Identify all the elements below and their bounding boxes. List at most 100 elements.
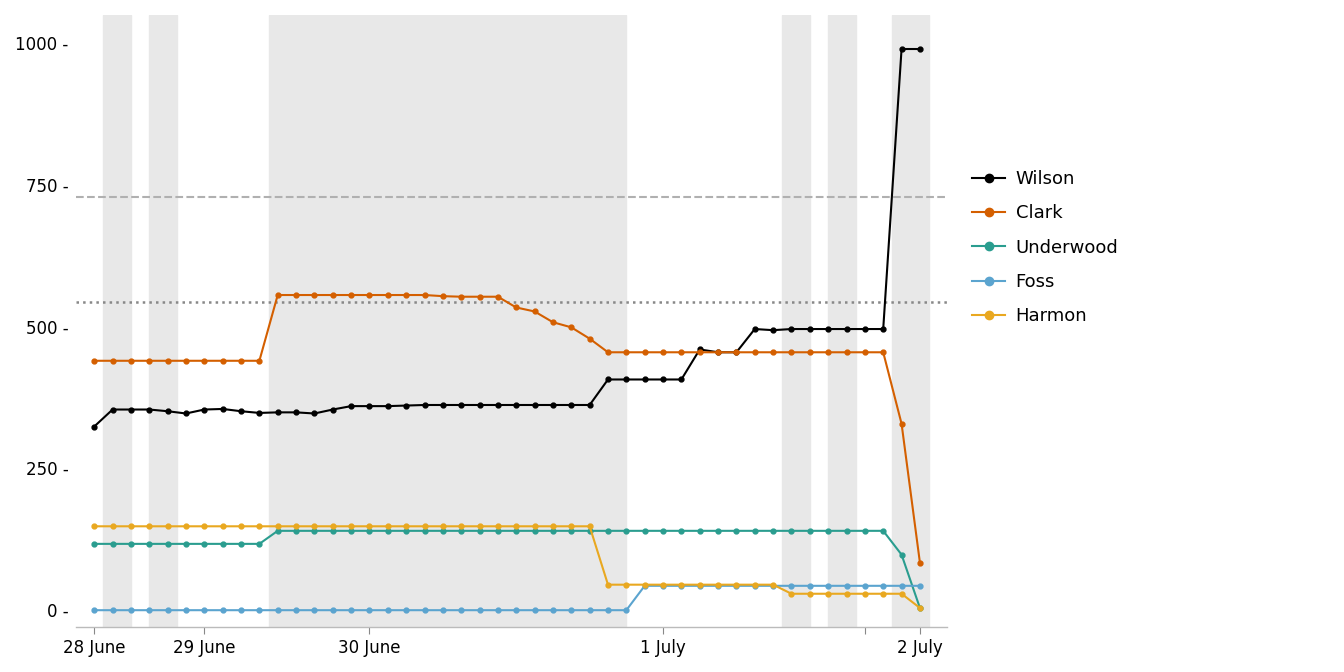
Clark (894, 420, 910, 428)
Wilson (820, 325, 836, 333)
Clark (489, 293, 505, 301)
Clark (582, 335, 598, 343)
Foss (911, 582, 927, 590)
Harmon (784, 590, 800, 598)
Foss (160, 606, 176, 614)
Foss (215, 606, 231, 614)
Foss (270, 606, 286, 614)
Underwood (784, 527, 800, 535)
Foss (233, 606, 249, 614)
Harmon (105, 522, 121, 530)
Underwood (618, 527, 634, 535)
Wilson (875, 325, 891, 333)
Wilson (544, 401, 560, 409)
Underwood (472, 527, 488, 535)
Wilson (673, 376, 689, 384)
Underwood (380, 527, 396, 535)
Foss (544, 606, 560, 614)
Foss (489, 606, 505, 614)
Clark (417, 291, 433, 299)
Clark (325, 291, 341, 299)
Clark (765, 348, 781, 356)
Line: Harmon: Harmon (91, 524, 922, 610)
Foss (784, 582, 800, 590)
Underwood (215, 540, 231, 548)
Foss (563, 606, 579, 614)
Clark (839, 348, 855, 356)
Foss (618, 606, 634, 614)
Wilson (728, 348, 745, 356)
Harmon (141, 522, 157, 530)
Underwood (453, 527, 469, 535)
Clark (380, 291, 396, 299)
Bar (149, 15, 177, 627)
Underwood (362, 527, 378, 535)
Wilson (105, 405, 121, 413)
Clark (911, 558, 927, 566)
Foss (453, 606, 469, 614)
Harmon (215, 522, 231, 530)
Underwood (177, 540, 194, 548)
Harmon (489, 522, 505, 530)
Wilson (141, 405, 157, 413)
Wilson (160, 407, 176, 415)
Clark (710, 348, 726, 356)
Clark (105, 357, 121, 365)
Wilson (215, 405, 231, 413)
Wilson (398, 402, 414, 410)
Clark (215, 357, 231, 365)
Wilson (343, 402, 359, 410)
Clark (820, 348, 836, 356)
Underwood (728, 527, 745, 535)
Wilson (86, 423, 102, 431)
Wilson (489, 401, 505, 409)
Clark (599, 348, 616, 356)
Clark (270, 291, 286, 299)
Harmon (728, 581, 745, 589)
Harmon (380, 522, 396, 530)
Clark (343, 291, 359, 299)
Harmon (911, 604, 927, 612)
Foss (177, 606, 194, 614)
Clark (802, 348, 818, 356)
Foss (802, 582, 818, 590)
Harmon (692, 581, 708, 589)
Clark (692, 348, 708, 356)
Harmon (86, 522, 102, 530)
Clark (508, 304, 524, 312)
Underwood (527, 527, 543, 535)
Foss (527, 606, 543, 614)
Clark (747, 348, 763, 356)
Harmon (177, 522, 194, 530)
Clark (655, 348, 671, 356)
Foss (251, 606, 267, 614)
Foss (655, 582, 671, 590)
Clark (398, 291, 414, 299)
Underwood (508, 527, 524, 535)
Foss (856, 582, 872, 590)
Clark (784, 348, 800, 356)
Wilson (362, 402, 378, 410)
Harmon (563, 522, 579, 530)
Underwood (911, 604, 927, 612)
Underwood (563, 527, 579, 535)
Wilson (582, 401, 598, 409)
Wilson (911, 45, 927, 53)
Underwood (582, 527, 598, 535)
Clark (362, 291, 378, 299)
Harmon (196, 522, 212, 530)
Underwood (839, 527, 855, 535)
Underwood (673, 527, 689, 535)
Foss (747, 582, 763, 590)
Clark (251, 357, 267, 365)
Wilson (839, 325, 855, 333)
Wilson (196, 405, 212, 413)
Clark (563, 323, 579, 331)
Underwood (544, 527, 560, 535)
Wilson (710, 348, 726, 356)
Wilson (122, 405, 138, 413)
Harmon (710, 581, 726, 589)
Foss (435, 606, 452, 614)
Clark (435, 292, 452, 300)
Bar (782, 15, 810, 627)
